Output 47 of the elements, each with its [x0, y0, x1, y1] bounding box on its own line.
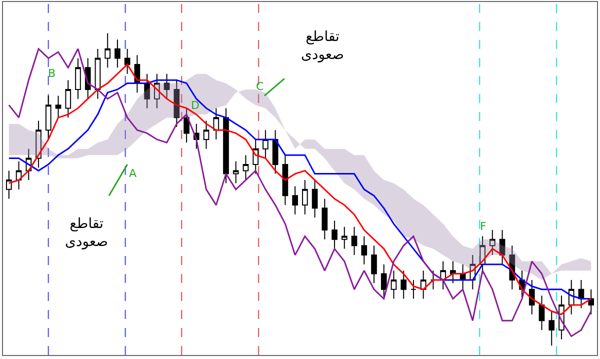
annotation: تقاطع صعودی [301, 29, 344, 64]
candlestick [588, 288, 594, 315]
annotation: C [256, 80, 264, 93]
candlestick [75, 58, 81, 100]
candlestick [272, 130, 278, 174]
candlestick [410, 280, 416, 300]
candlestick [390, 270, 397, 300]
candlestick [94, 48, 101, 100]
candlestick [322, 198, 328, 240]
candlestick [578, 280, 584, 309]
annotation: تقاطع صعودی [65, 216, 108, 250]
annotation: A [129, 167, 137, 180]
candlestick [538, 295, 545, 331]
candlestick [6, 170, 12, 200]
candlestick [114, 38, 120, 68]
candlestick [341, 226, 348, 250]
candlestick [361, 236, 368, 265]
candlestick [65, 80, 72, 118]
candlestick [184, 108, 190, 144]
candlestick [351, 226, 358, 256]
candlestick [528, 280, 535, 315]
candlestick [36, 120, 42, 168]
candlestick [45, 95, 52, 140]
candlestick [292, 186, 298, 215]
candlestick [232, 160, 239, 184]
candlestick [16, 160, 22, 190]
candlestick [242, 154, 249, 181]
candlestick [124, 48, 130, 74]
candlestick [104, 32, 111, 68]
candlestick [203, 120, 210, 150]
annotation: B [48, 67, 56, 80]
candlestick [223, 108, 229, 184]
candlestick [450, 260, 456, 284]
candlestick [430, 270, 436, 290]
candlestick [213, 108, 220, 140]
annotation: D [191, 99, 200, 112]
candlestick [371, 245, 377, 284]
candlestick [262, 130, 268, 159]
candlestick [548, 310, 555, 346]
annotation: F [480, 220, 486, 233]
candlestick [282, 154, 288, 206]
candlestick [312, 180, 318, 218]
candlestick [302, 180, 308, 215]
candlestick [400, 270, 407, 300]
candlestick [499, 230, 506, 265]
candlestick [55, 95, 62, 118]
candlestick [332, 220, 338, 250]
